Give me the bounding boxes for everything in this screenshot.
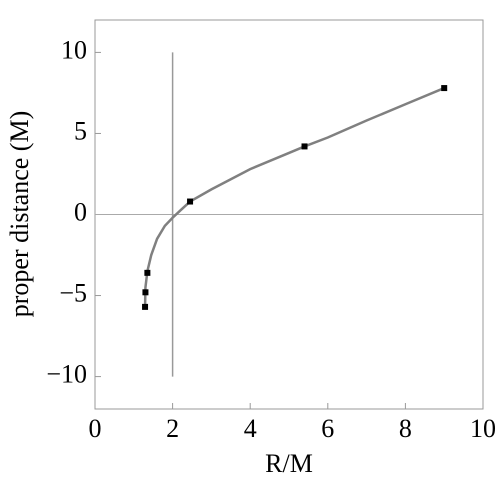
y-tick-label: 5 bbox=[74, 116, 87, 145]
data-point bbox=[441, 85, 448, 92]
y-axis-label: proper distance (M) bbox=[5, 111, 34, 317]
curve bbox=[143, 86, 445, 307]
x-tick-label: 10 bbox=[470, 414, 496, 443]
data-point bbox=[144, 269, 151, 276]
y-tick-label: 10 bbox=[61, 35, 87, 64]
x-tick-label: 2 bbox=[166, 414, 179, 443]
y-tick-label: −5 bbox=[59, 279, 87, 308]
x-tick-label: 4 bbox=[244, 414, 257, 443]
data-point bbox=[301, 143, 308, 150]
x-tick-label: 8 bbox=[399, 414, 412, 443]
data-point bbox=[142, 289, 149, 296]
x-tick-label: 0 bbox=[89, 414, 102, 443]
y-tick-label: −10 bbox=[46, 360, 87, 389]
data-point bbox=[142, 303, 149, 310]
x-axis-label: R/M bbox=[265, 449, 313, 478]
data-point bbox=[187, 198, 194, 205]
x-tick-label: 6 bbox=[321, 414, 334, 443]
y-tick-label: 0 bbox=[74, 197, 87, 226]
